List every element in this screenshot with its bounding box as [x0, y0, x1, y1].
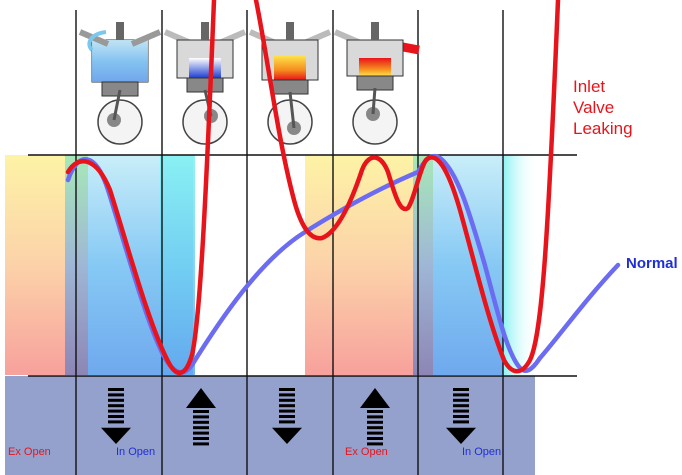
- intake-open-label-2: In Open: [462, 446, 502, 458]
- arrow-stripe: [279, 398, 295, 402]
- inlet-valve-leaking-trace: [65, 0, 561, 376]
- stroke-power-engine-icon: [248, 22, 332, 145]
- piston-motion-band: [5, 376, 535, 475]
- arrow-stripe: [108, 420, 124, 424]
- down-arrow-icon: [446, 388, 476, 444]
- intake-open-band-2: [433, 155, 503, 375]
- arrow-stripe: [108, 415, 124, 418]
- intake-closing-band: [160, 155, 195, 375]
- arrow-stripe: [367, 415, 383, 419]
- arrow-stripe: [279, 388, 295, 391]
- intake-open-label-1: In Open: [116, 446, 156, 458]
- intake-closing-band-2: [503, 155, 538, 375]
- arrow-stripe: [367, 420, 383, 424]
- arrow-stripe: [453, 404, 469, 408]
- piston-direction-arrows: [101, 388, 476, 446]
- arrow-stripe: [279, 404, 295, 408]
- arrow-stripe: [108, 388, 124, 391]
- down-arrow-icon: [272, 388, 302, 444]
- arrow-head: [446, 427, 476, 444]
- arrow-stripe: [367, 437, 383, 440]
- arrow-stripe: [453, 393, 469, 397]
- arrow-stripe: [193, 431, 209, 435]
- exhaust-open-label-2: Ex Open: [345, 446, 388, 458]
- arrow-stripe: [453, 398, 469, 402]
- down-arrow-icon: [101, 388, 131, 444]
- inlet-valve-leaking-label-line2: Valve: [573, 98, 615, 117]
- arrow-stripe: [367, 442, 383, 446]
- stroke-compression-engine-icon: [163, 22, 247, 145]
- arrow-stripe: [279, 415, 295, 418]
- arrow-stripe: [367, 426, 383, 430]
- arrow-stripe: [108, 404, 124, 408]
- arrow-stripe: [193, 437, 209, 440]
- arrow-stripe: [367, 431, 383, 435]
- arrow-stripe: [193, 426, 209, 430]
- arrow-head: [360, 388, 390, 408]
- arrow-stripe: [279, 420, 295, 424]
- arrow-head: [186, 388, 216, 408]
- up-arrow-icon: [186, 388, 216, 446]
- arrow-stripe: [193, 415, 209, 419]
- arrow-stripe: [108, 409, 124, 413]
- stroke-exhaust-engine-icon: [333, 22, 420, 145]
- up-arrow-icon: [360, 388, 390, 446]
- arrow-stripe: [279, 409, 295, 413]
- stroke-intake-engine-icon: [78, 22, 162, 145]
- arrow-stripe: [108, 398, 124, 402]
- arrow-stripe: [367, 410, 383, 413]
- arrow-stripe: [193, 442, 209, 446]
- normal-trace-label: Normal: [626, 255, 678, 272]
- exhaust-open-band: [5, 155, 65, 375]
- arrow-head: [272, 427, 302, 444]
- arrow-head: [101, 427, 131, 444]
- arrow-stripe: [453, 409, 469, 413]
- arrow-stripe: [193, 410, 209, 413]
- arrow-stripe: [453, 420, 469, 424]
- inlet-valve-leaking-label-line1: Inlet: [573, 77, 606, 96]
- arrow-stripe: [279, 393, 295, 397]
- piston-motion-band-shade: [5, 376, 535, 475]
- grid-lines: [28, 10, 577, 475]
- arrow-stripe: [453, 415, 469, 418]
- arrow-stripe: [193, 420, 209, 424]
- exhaust-open-band-2: [305, 155, 413, 375]
- exhaust-open-label-1: Ex Open: [8, 446, 51, 458]
- arrow-stripe: [108, 393, 124, 397]
- inlet-valve-leaking-label-line3: Leaking: [573, 119, 633, 138]
- arrow-stripe: [453, 388, 469, 391]
